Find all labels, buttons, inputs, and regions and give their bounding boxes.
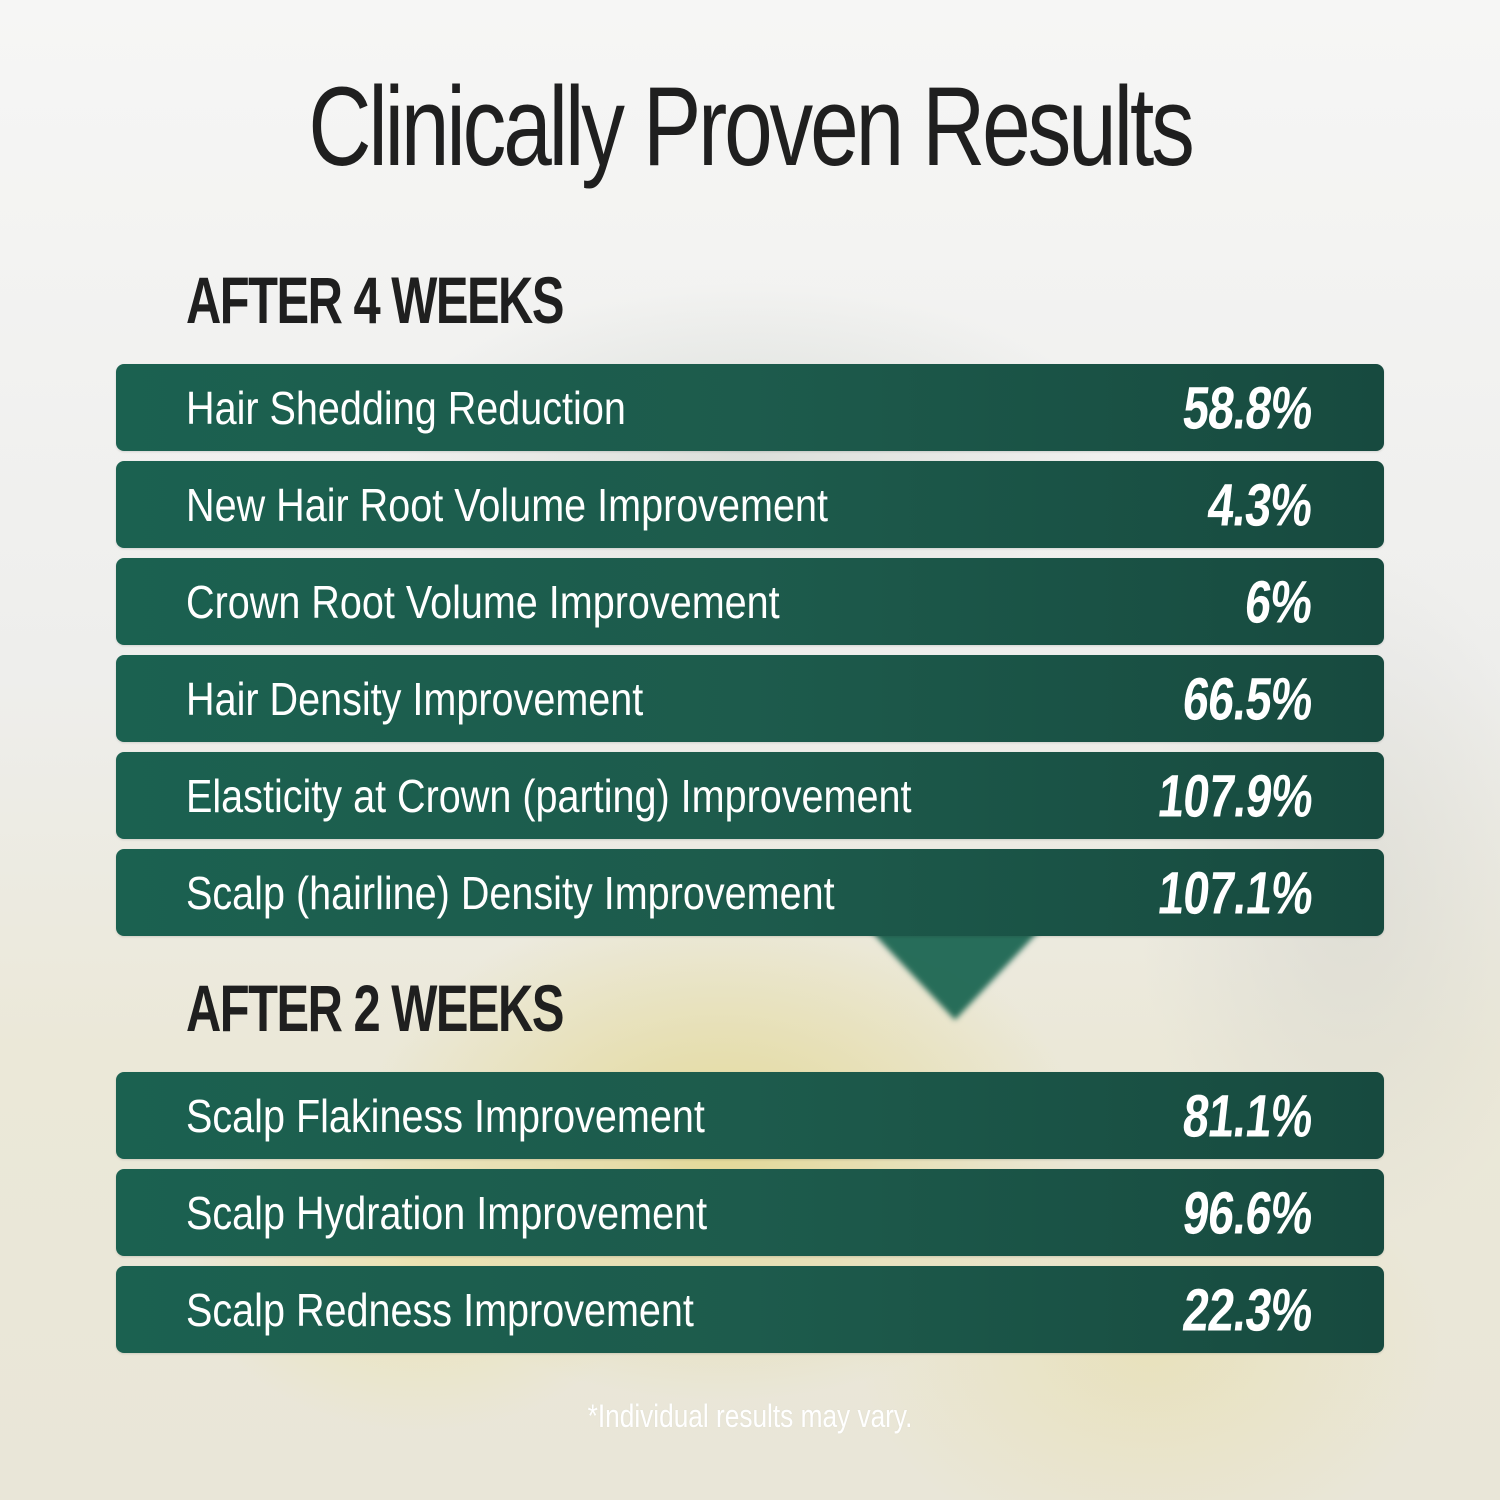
result-label: Hair Shedding Reduction (186, 381, 626, 434)
result-row: Hair Shedding Reduction 58.8% (116, 364, 1384, 451)
result-value: 96.6% (1179, 1179, 1316, 1246)
result-value: 107.9% (1154, 762, 1316, 829)
result-row: New Hair Root Volume Improvement 4.3% (116, 461, 1384, 548)
result-value: 66.5% (1179, 665, 1316, 732)
result-value: 4.3% (1204, 471, 1316, 538)
result-row: Hair Density Improvement 66.5% (116, 655, 1384, 742)
result-label: Elasticity at Crown (parting) Improvemen… (186, 769, 912, 822)
results-list-4-weeks: Hair Shedding Reduction 58.8% New Hair R… (116, 364, 1384, 946)
result-value: 107.1% (1154, 859, 1316, 926)
blurred-product-shape (870, 930, 1040, 1020)
result-label: New Hair Root Volume Improvement (186, 478, 829, 531)
disclaimer-text: *Individual results may vary. (587, 1398, 913, 1434)
result-label: Scalp (hairline) Density Improvement (186, 866, 835, 919)
result-value: 22.3% (1179, 1276, 1316, 1343)
result-value: 6% (1242, 568, 1316, 635)
section-heading-2-weeks: AFTER 2 WEEKS (186, 971, 564, 1045)
result-row: Scalp Flakiness Improvement 81.1% (116, 1072, 1384, 1159)
result-row: Elasticity at Crown (parting) Improvemen… (116, 752, 1384, 839)
result-row: Crown Root Volume Improvement 6% (116, 558, 1384, 645)
result-label: Scalp Hydration Improvement (186, 1186, 708, 1239)
result-label: Scalp Flakiness Improvement (186, 1089, 705, 1142)
result-label: Crown Root Volume Improvement (186, 575, 780, 628)
results-list-2-weeks: Scalp Flakiness Improvement 81.1% Scalp … (116, 1072, 1384, 1363)
result-row: Scalp Hydration Improvement 96.6% (116, 1169, 1384, 1256)
result-value: 58.8% (1179, 374, 1316, 441)
result-label: Scalp Redness Improvement (186, 1283, 694, 1336)
result-row: Scalp Redness Improvement 22.3% (116, 1266, 1384, 1353)
result-row: Scalp (hairline) Density Improvement 107… (116, 849, 1384, 936)
page-title: Clinically Proven Results (308, 64, 1194, 189)
result-value: 81.1% (1179, 1082, 1316, 1149)
result-label: Hair Density Improvement (186, 672, 644, 725)
section-heading-4-weeks: AFTER 4 WEEKS (186, 263, 564, 337)
